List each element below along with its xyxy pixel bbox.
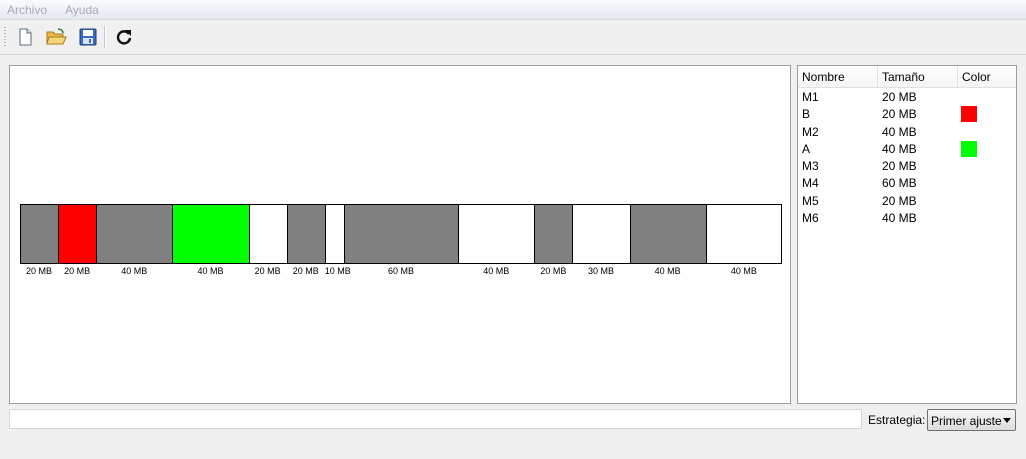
- memory-block-label: 30 MB: [588, 266, 615, 276]
- cell-size: 20 MB: [882, 107, 917, 122]
- memory-block: [286, 204, 326, 264]
- cell-size: 60 MB: [882, 176, 917, 191]
- header-color[interactable]: Color: [962, 70, 991, 84]
- memory-block-label: 10 MB: [324, 266, 351, 276]
- memory-strip: 20 MB 20 MB 40 MB 40 MB 20 MB 20 MB 10 MB 60 MB…: [20, 204, 782, 276]
- menu-ayuda[interactable]: Ayuda: [65, 3, 99, 17]
- memory-block: [248, 204, 288, 264]
- column-divider[interactable]: [877, 66, 878, 87]
- memory-map-panel: 20 MB 20 MB 40 MB 40 MB 20 MB 20 MB 10 MB 60 MB…: [9, 65, 791, 404]
- memory-block: [172, 204, 250, 264]
- cell-size: 20 MB: [882, 90, 917, 104]
- table-row[interactable]: M4 60 MB: [798, 174, 1016, 191]
- cell-size: 20 MB: [882, 159, 917, 173]
- strategy-label: Estrategia:: [868, 413, 926, 427]
- color-swatch: [961, 106, 977, 123]
- memory-block: [705, 204, 782, 264]
- cell-name: M2: [802, 124, 819, 139]
- toolbar-grip[interactable]: [4, 27, 6, 47]
- memory-block-label: 20 MB: [254, 266, 281, 276]
- memory-block: [20, 204, 60, 264]
- save-button[interactable]: [77, 26, 99, 48]
- column-divider[interactable]: [957, 66, 958, 87]
- memory-block: [343, 204, 460, 264]
- open-folder-icon: [46, 28, 67, 45]
- table-row[interactable]: M6 40 MB: [798, 209, 1016, 226]
- memory-block-label: 20 MB: [292, 266, 319, 276]
- process-table: Nombre Tamaño Color M1 20 MB B 20 MB M2 40 MB…: [797, 65, 1017, 404]
- strategy-select[interactable]: Primer ajuste: [927, 409, 1016, 431]
- open-button[interactable]: [45, 26, 67, 48]
- cell-name: M5: [802, 193, 819, 208]
- cell-name: M4: [802, 176, 819, 191]
- memory-block-label: 40 MB: [121, 266, 148, 276]
- cell-name: M1: [802, 90, 819, 104]
- memory-block-label: 40 MB: [654, 266, 681, 276]
- cell-name: B: [802, 107, 811, 122]
- table-row[interactable]: M3 20 MB: [798, 157, 1016, 174]
- header-tamano[interactable]: Tamaño: [882, 70, 925, 84]
- memory-block-label: 40 MB: [483, 266, 510, 276]
- memory-block-label: 40 MB: [730, 266, 757, 276]
- toolbar-separator: [104, 26, 106, 48]
- cell-size: 40 MB: [882, 124, 917, 139]
- memory-block-label: 40 MB: [197, 266, 224, 276]
- table-row[interactable]: B 20 MB: [798, 105, 1016, 123]
- cell-name: M6: [802, 210, 819, 225]
- refresh-icon: [116, 30, 132, 45]
- menu-bar: Archivo Ayuda: [0, 0, 1026, 20]
- toolbar: [0, 20, 1026, 55]
- dropdown-arrow-icon: [1003, 418, 1011, 423]
- new-document-icon: [19, 28, 32, 46]
- table-row[interactable]: M5 20 MB: [798, 192, 1016, 209]
- cell-size: 40 MB: [882, 210, 917, 225]
- memory-block-label: 20 MB: [64, 266, 91, 276]
- color-swatch: [961, 140, 977, 157]
- status-field[interactable]: [9, 409, 862, 429]
- cell-name: A: [802, 141, 811, 156]
- header-nombre[interactable]: Nombre: [802, 70, 845, 84]
- memory-block: [572, 204, 631, 264]
- cell-name: M3: [802, 159, 819, 173]
- save-icon: [79, 28, 97, 46]
- strategy-value: Primer ajuste: [931, 414, 1002, 428]
- memory-block: [324, 204, 345, 264]
- memory-block: [534, 204, 574, 264]
- memory-block: [629, 204, 707, 264]
- new-button[interactable]: [14, 26, 36, 48]
- memory-block-label: 20 MB: [540, 266, 567, 276]
- memory-block-label: 60 MB: [387, 266, 414, 276]
- table-row[interactable]: M2 40 MB: [798, 123, 1016, 140]
- memory-block: [58, 204, 98, 264]
- table-row[interactable]: M1 20 MB: [798, 88, 1016, 105]
- cell-size: 20 MB: [882, 193, 917, 208]
- table-header: Nombre Tamaño Color: [798, 66, 1016, 88]
- menu-archivo[interactable]: Archivo: [7, 3, 48, 17]
- memory-block: [96, 204, 174, 264]
- table-row[interactable]: A 40 MB: [798, 140, 1016, 157]
- memory-block: [458, 204, 536, 264]
- memory-block-label: 20 MB: [26, 266, 53, 276]
- cell-size: 40 MB: [882, 141, 917, 156]
- refresh-button[interactable]: [113, 26, 135, 48]
